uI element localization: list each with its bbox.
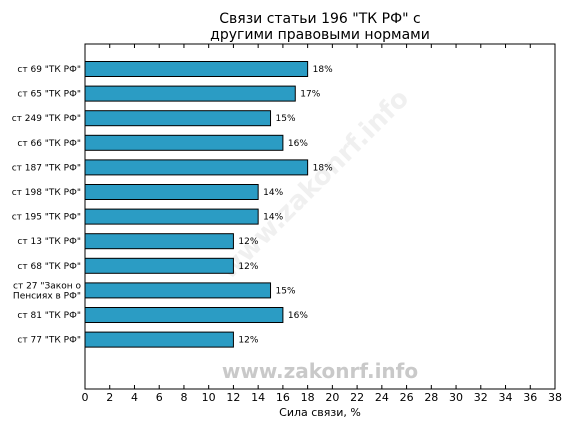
bar (84, 134, 284, 151)
x-tick-label: 6 (156, 391, 163, 404)
value-label: 18% (313, 65, 333, 75)
x-tick-label: 16 (276, 391, 290, 404)
bar (84, 85, 296, 102)
category-label: ст 66 "ТК РФ" (17, 139, 81, 149)
bar (84, 184, 259, 200)
x-tick-label: 36 (523, 391, 537, 404)
x-axis-label: Сила связи, % (279, 406, 361, 419)
x-tick-label: 26 (400, 391, 414, 404)
bar (84, 331, 234, 348)
x-tick-label: 28 (424, 391, 438, 404)
value-label: 16% (288, 311, 308, 321)
category-label: ст 69 "ТК РФ" (17, 65, 81, 75)
x-tick-label: 32 (474, 391, 488, 404)
watermark: www.zakonrf.info (222, 359, 418, 383)
value-label: 15% (276, 114, 296, 124)
bar (84, 208, 259, 225)
bar (84, 61, 309, 77)
category-label: ст 77 "ТК РФ" (17, 336, 81, 346)
value-label: 14% (263, 188, 283, 198)
value-label: 15% (276, 286, 296, 296)
bar (84, 307, 284, 323)
value-labels: 18% 17% 15% 16% 18% 14% 14% 12% 12% 15% 16% 12% (238, 65, 333, 346)
bar (84, 110, 272, 127)
x-tick-label: 2 (106, 391, 113, 404)
plot-frame (84, 43, 556, 390)
x-tick-label: 14 (251, 391, 265, 404)
chart-title-line-2: другими правовыми нормами (210, 27, 430, 43)
category-label: ст 65 "ТК РФ" (17, 90, 81, 100)
category-label: ст 13 "ТК РФ" (17, 237, 81, 247)
bar (84, 257, 234, 274)
x-tick-label: 22 (350, 391, 364, 404)
value-label: 12% (238, 237, 258, 247)
x-tick-label: 30 (449, 391, 463, 404)
category-label: ст 249 "ТК РФ" (12, 114, 81, 124)
bar (84, 159, 309, 176)
x-tick-label: 20 (325, 391, 339, 404)
x-tick-label: 0 (82, 391, 89, 404)
category-label: ст 195 "ТК РФ" (12, 213, 81, 223)
bar (84, 233, 234, 250)
value-label: 14% (263, 213, 283, 223)
x-tick-label: 8 (180, 391, 187, 404)
x-tick-label: 34 (499, 391, 513, 404)
category-label: ст 81 "ТК РФ" (17, 311, 81, 321)
x-tick-label: 18 (301, 391, 315, 404)
x-tick-label: 12 (226, 391, 240, 404)
x-tick-label: 38 (548, 391, 562, 404)
value-label: 12% (238, 262, 258, 272)
value-label: 12% (238, 336, 258, 346)
x-tick-label: 4 (131, 391, 138, 404)
category-label: ст 187 "ТК РФ" (12, 163, 81, 173)
chart-title-line-1: Связи статьи 196 "ТК РФ" с (219, 11, 420, 27)
category-labels: ст 69 "ТК РФ" ст 65 "ТК РФ" ст 249 "ТК РФ"… (12, 65, 82, 346)
value-label: 17% (300, 90, 320, 100)
category-label: ст 198 "ТК РФ" (12, 188, 81, 198)
x-tick-label: 24 (375, 391, 389, 404)
x-axis-ticks: 0 2 4 6 8 10 12 14 16 18 20 22 24 26 28 30 32 34 36 38 (82, 44, 562, 404)
category-label: ст 27 "Закон о Пенсиях в РФ" (13, 281, 82, 301)
value-label: 16% (288, 139, 308, 149)
category-label: ст 68 "ТК РФ" (17, 262, 81, 272)
x-tick-label: 10 (202, 391, 216, 404)
bar (84, 282, 272, 299)
value-label: 18% (313, 163, 333, 173)
